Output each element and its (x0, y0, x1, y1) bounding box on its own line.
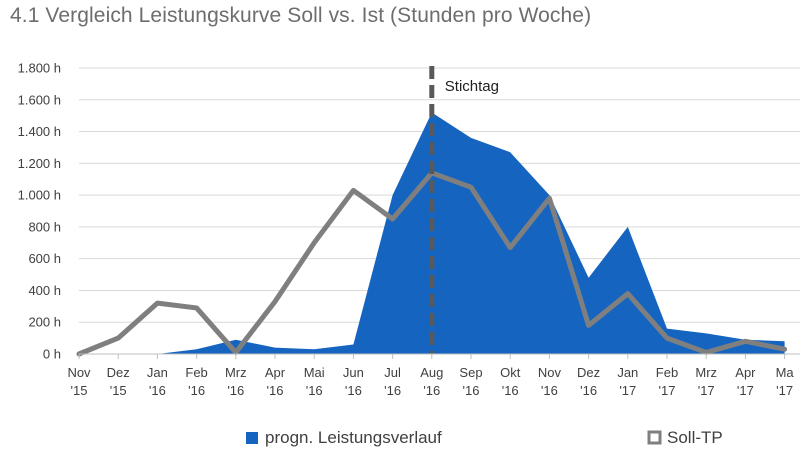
x-tick-year: '16 (149, 383, 166, 398)
stichtag-annotation: Stichtag (429, 66, 499, 354)
y-tick-label: 800 h (28, 219, 61, 234)
x-tick-year: '16 (267, 383, 284, 398)
x-tick-label: Okt (500, 365, 521, 380)
y-tick-label: 400 h (28, 283, 61, 298)
legend: progn. Leistungsverlauf Soll-TP (246, 428, 723, 447)
axes: 0 h 200 h 400 h 600 h 800 h 1.000 h 1.200 h 1.4… (18, 61, 800, 398)
x-tick-year: '16 (227, 383, 244, 398)
legend-label-line: Soll-TP (667, 428, 723, 447)
x-tick-label: Dez (107, 365, 130, 380)
chart-title: 4.1 Vergleich Leistungskurve Soll vs. Is… (10, 4, 592, 27)
x-tick-label: Feb (185, 365, 207, 380)
x-tick-label: Nov (67, 365, 91, 380)
x-tick-label: Apr (265, 365, 286, 380)
y-tick-label: 1.400 h (18, 124, 61, 139)
area-series (79, 112, 785, 354)
legend-swatch-area (246, 432, 258, 444)
area-progn-leistungsverlauf (79, 112, 785, 354)
x-tick-label: Mrz (225, 365, 247, 380)
x-tick-year: '15 (71, 383, 88, 398)
x-tick-label: Jun (343, 365, 364, 380)
y-tick-label: 0 h (43, 347, 61, 362)
x-tick-year: '15 (110, 383, 127, 398)
y-tick-label: 200 h (28, 315, 61, 330)
x-tick-year: '17 (659, 383, 676, 398)
x-tick-label: Sep (459, 365, 482, 380)
legend-label-area: progn. Leistungsverlauf (265, 428, 442, 447)
x-tick-label: Dez (577, 365, 600, 380)
x-tick-year: '16 (423, 383, 440, 398)
x-tick-year: '16 (502, 383, 519, 398)
x-tick-label: Jul (384, 365, 401, 380)
x-tick-label: Jan (617, 365, 638, 380)
x-tick-year: '17 (698, 383, 715, 398)
x-tick-label: Mrz (695, 365, 717, 380)
x-tick-year: '16 (463, 383, 480, 398)
x-tick-year: '16 (306, 383, 323, 398)
x-tick-year: '16 (188, 383, 205, 398)
y-tick-label: 1.600 h (18, 92, 61, 107)
x-tick-year: '17 (737, 383, 754, 398)
y-tick-label: 600 h (28, 251, 61, 266)
y-tick-label: 1.800 h (18, 61, 61, 76)
stichtag-label: Stichtag (445, 78, 499, 95)
x-tick-label: Nov (538, 365, 562, 380)
x-tick-label: Feb (656, 365, 678, 380)
x-tick-year: '16 (580, 383, 597, 398)
x-tick-year: '17 (619, 383, 636, 398)
x-tick-year: '16 (541, 383, 558, 398)
y-tick-label: 1.000 h (18, 188, 61, 203)
x-tick-label: Apr (735, 365, 756, 380)
legend-swatch-line (647, 430, 662, 445)
x-tick-year: '16 (384, 383, 401, 398)
x-tick-label: Jan (147, 365, 168, 380)
x-tick-label: Aug (420, 365, 443, 380)
x-tick-year: '16 (345, 383, 362, 398)
y-tick-label: 1.200 h (18, 156, 61, 171)
x-tick-label: Ma (776, 365, 795, 380)
x-tick-label: Mai (304, 365, 325, 380)
x-tick-year: '17 (776, 383, 793, 398)
